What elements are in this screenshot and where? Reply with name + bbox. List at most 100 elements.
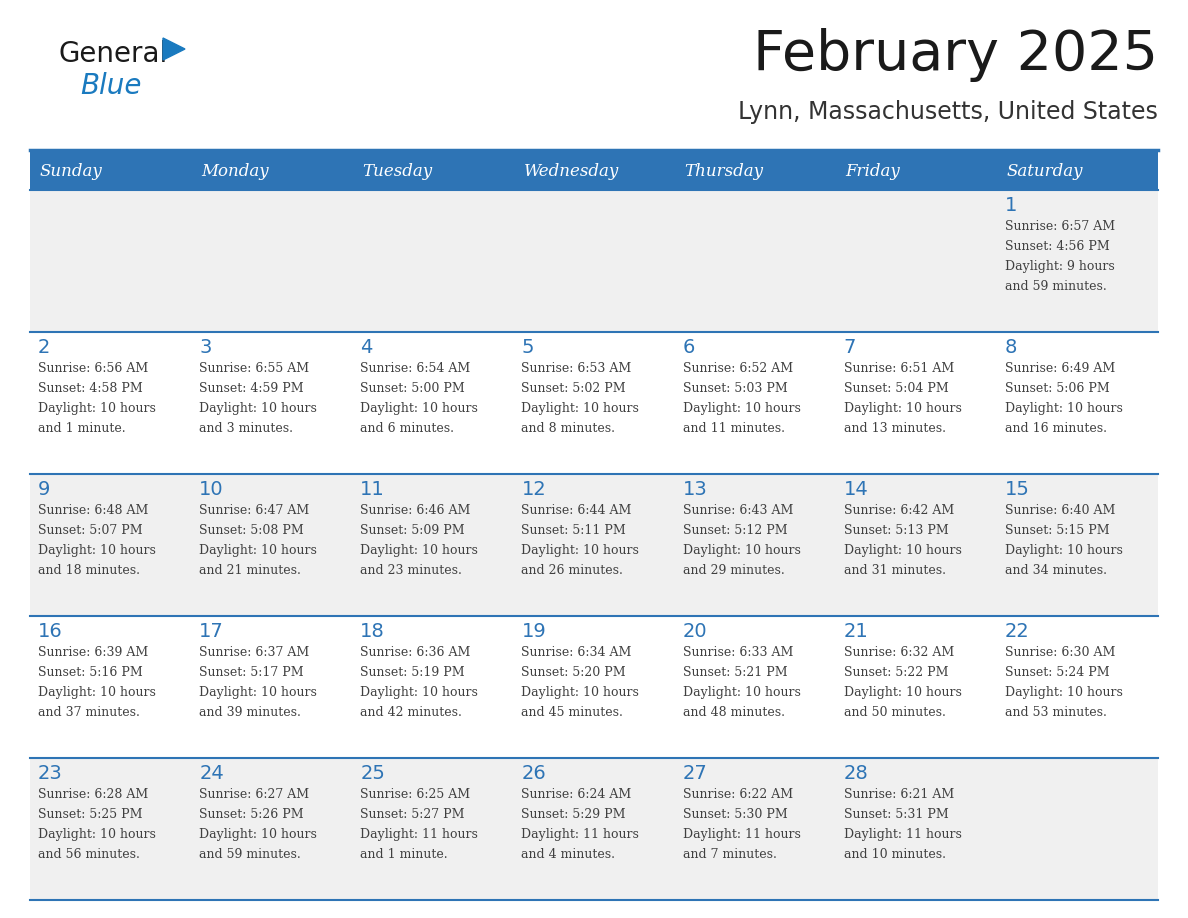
Text: Daylight: 11 hours: Daylight: 11 hours	[683, 828, 801, 841]
Text: Sunrise: 6:22 AM: Sunrise: 6:22 AM	[683, 788, 792, 801]
Text: Sunrise: 6:24 AM: Sunrise: 6:24 AM	[522, 788, 632, 801]
Text: Sunrise: 6:43 AM: Sunrise: 6:43 AM	[683, 504, 792, 517]
Text: Sunset: 5:13 PM: Sunset: 5:13 PM	[843, 524, 948, 537]
Text: 4: 4	[360, 338, 373, 357]
Text: Sunset: 5:17 PM: Sunset: 5:17 PM	[200, 666, 304, 679]
Text: 28: 28	[843, 764, 868, 783]
Text: Tuesday: Tuesday	[362, 162, 432, 180]
Text: Sunset: 4:56 PM: Sunset: 4:56 PM	[1005, 240, 1110, 253]
Text: Daylight: 10 hours: Daylight: 10 hours	[38, 544, 156, 557]
Text: Sunrise: 6:52 AM: Sunrise: 6:52 AM	[683, 362, 792, 375]
Text: and 59 minutes.: and 59 minutes.	[200, 848, 301, 861]
Text: Sunset: 4:58 PM: Sunset: 4:58 PM	[38, 382, 143, 395]
Text: and 31 minutes.: and 31 minutes.	[843, 564, 946, 577]
Bar	[30, 152, 1158, 190]
Text: 10: 10	[200, 480, 223, 499]
Text: Sunrise: 6:55 AM: Sunrise: 6:55 AM	[200, 362, 309, 375]
Text: 1: 1	[1005, 196, 1017, 215]
Text: and 4 minutes.: and 4 minutes.	[522, 848, 615, 861]
Text: Sunrise: 6:40 AM: Sunrise: 6:40 AM	[1005, 504, 1116, 517]
Text: Daylight: 11 hours: Daylight: 11 hours	[843, 828, 961, 841]
Text: Sunset: 5:12 PM: Sunset: 5:12 PM	[683, 524, 788, 537]
Text: and 56 minutes.: and 56 minutes.	[38, 848, 140, 861]
Text: 21: 21	[843, 622, 868, 641]
Text: Blue: Blue	[80, 72, 141, 100]
Text: Sunset: 5:24 PM: Sunset: 5:24 PM	[1005, 666, 1110, 679]
Text: Sunset: 5:06 PM: Sunset: 5:06 PM	[1005, 382, 1110, 395]
Text: Sunrise: 6:49 AM: Sunrise: 6:49 AM	[1005, 362, 1116, 375]
Text: Daylight: 10 hours: Daylight: 10 hours	[200, 544, 317, 557]
Text: and 26 minutes.: and 26 minutes.	[522, 564, 624, 577]
Text: and 45 minutes.: and 45 minutes.	[522, 706, 624, 719]
Text: Lynn, Massachusetts, United States: Lynn, Massachusetts, United States	[738, 100, 1158, 124]
Text: and 23 minutes.: and 23 minutes.	[360, 564, 462, 577]
Text: 15: 15	[1005, 480, 1030, 499]
Text: 7: 7	[843, 338, 857, 357]
Text: Daylight: 9 hours: Daylight: 9 hours	[1005, 260, 1114, 273]
Text: Sunset: 5:22 PM: Sunset: 5:22 PM	[843, 666, 948, 679]
Text: 14: 14	[843, 480, 868, 499]
Text: 3: 3	[200, 338, 211, 357]
Text: and 7 minutes.: and 7 minutes.	[683, 848, 777, 861]
Text: 26: 26	[522, 764, 546, 783]
Text: and 11 minutes.: and 11 minutes.	[683, 422, 784, 435]
Text: Daylight: 10 hours: Daylight: 10 hours	[843, 686, 961, 699]
Text: Daylight: 10 hours: Daylight: 10 hours	[683, 544, 801, 557]
Bar	[30, 474, 1158, 616]
Text: and 1 minute.: and 1 minute.	[38, 422, 126, 435]
Text: and 13 minutes.: and 13 minutes.	[843, 422, 946, 435]
Text: and 59 minutes.: and 59 minutes.	[1005, 280, 1106, 293]
Text: and 39 minutes.: and 39 minutes.	[200, 706, 301, 719]
Text: Daylight: 10 hours: Daylight: 10 hours	[38, 402, 156, 415]
Text: Daylight: 10 hours: Daylight: 10 hours	[843, 544, 961, 557]
Text: 8: 8	[1005, 338, 1017, 357]
Text: Sunrise: 6:36 AM: Sunrise: 6:36 AM	[360, 646, 470, 659]
Text: Sunset: 4:59 PM: Sunset: 4:59 PM	[200, 382, 304, 395]
Text: and 37 minutes.: and 37 minutes.	[38, 706, 140, 719]
Text: Monday: Monday	[201, 162, 268, 180]
Text: Sunset: 5:20 PM: Sunset: 5:20 PM	[522, 666, 626, 679]
Text: Sunrise: 6:34 AM: Sunrise: 6:34 AM	[522, 646, 632, 659]
Text: Sunrise: 6:37 AM: Sunrise: 6:37 AM	[200, 646, 309, 659]
Text: and 16 minutes.: and 16 minutes.	[1005, 422, 1107, 435]
Text: 9: 9	[38, 480, 50, 499]
Text: Friday: Friday	[846, 162, 901, 180]
Text: 5: 5	[522, 338, 533, 357]
Text: Sunset: 5:02 PM: Sunset: 5:02 PM	[522, 382, 626, 395]
Text: and 42 minutes.: and 42 minutes.	[360, 706, 462, 719]
Text: Sunday: Sunday	[40, 162, 102, 180]
Text: Daylight: 11 hours: Daylight: 11 hours	[522, 828, 639, 841]
Text: 20: 20	[683, 622, 707, 641]
Text: Sunrise: 6:33 AM: Sunrise: 6:33 AM	[683, 646, 792, 659]
Text: Daylight: 10 hours: Daylight: 10 hours	[1005, 686, 1123, 699]
Text: 27: 27	[683, 764, 707, 783]
Text: Sunset: 5:08 PM: Sunset: 5:08 PM	[200, 524, 304, 537]
Text: Sunrise: 6:27 AM: Sunrise: 6:27 AM	[200, 788, 309, 801]
Text: 13: 13	[683, 480, 707, 499]
Text: 12: 12	[522, 480, 546, 499]
Text: Sunset: 5:27 PM: Sunset: 5:27 PM	[360, 808, 465, 821]
Text: 18: 18	[360, 622, 385, 641]
Text: Sunset: 5:21 PM: Sunset: 5:21 PM	[683, 666, 788, 679]
Text: 16: 16	[38, 622, 63, 641]
Text: Sunset: 5:09 PM: Sunset: 5:09 PM	[360, 524, 465, 537]
Bar	[30, 616, 1158, 758]
Text: General: General	[58, 40, 168, 68]
Text: Daylight: 10 hours: Daylight: 10 hours	[360, 544, 478, 557]
Text: Thursday: Thursday	[684, 162, 764, 180]
Text: Daylight: 10 hours: Daylight: 10 hours	[360, 686, 478, 699]
Text: 25: 25	[360, 764, 385, 783]
Text: Daylight: 10 hours: Daylight: 10 hours	[1005, 402, 1123, 415]
Text: Sunrise: 6:57 AM: Sunrise: 6:57 AM	[1005, 220, 1116, 233]
Text: Sunrise: 6:25 AM: Sunrise: 6:25 AM	[360, 788, 470, 801]
Text: Daylight: 10 hours: Daylight: 10 hours	[200, 686, 317, 699]
Text: 24: 24	[200, 764, 223, 783]
Text: Daylight: 10 hours: Daylight: 10 hours	[522, 402, 639, 415]
Text: Sunset: 5:15 PM: Sunset: 5:15 PM	[1005, 524, 1110, 537]
Text: Daylight: 10 hours: Daylight: 10 hours	[843, 402, 961, 415]
Text: and 21 minutes.: and 21 minutes.	[200, 564, 301, 577]
Text: and 48 minutes.: and 48 minutes.	[683, 706, 784, 719]
Text: Sunrise: 6:44 AM: Sunrise: 6:44 AM	[522, 504, 632, 517]
Text: Sunrise: 6:42 AM: Sunrise: 6:42 AM	[843, 504, 954, 517]
Text: and 50 minutes.: and 50 minutes.	[843, 706, 946, 719]
